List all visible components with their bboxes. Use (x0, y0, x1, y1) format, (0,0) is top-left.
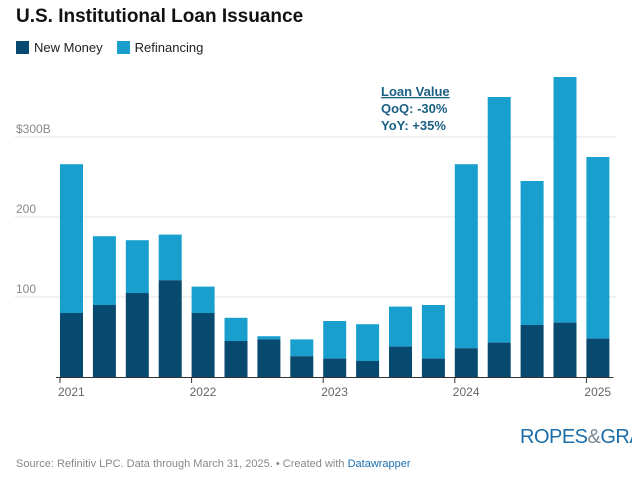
bar-refinancing (487, 97, 511, 343)
legend: New Money Refinancing (16, 40, 203, 55)
x-tick-label: 2021 (58, 385, 85, 399)
bar-refinancing (158, 234, 182, 281)
annotation-qoq: QoQ: -30% (381, 101, 448, 116)
legend-item-new-money: New Money (16, 40, 103, 55)
bar-new-money (92, 305, 116, 377)
ropes-gray-logo: ROPES&GRAY (520, 426, 632, 448)
bar-new-money (520, 325, 544, 377)
bar-new-money (323, 358, 347, 377)
bar-new-money (191, 313, 215, 377)
loan-value-annotation: Loan Value QoQ: -30% YoY: +35% (381, 84, 450, 133)
bar-refinancing (520, 181, 544, 325)
bar-refinancing (125, 240, 149, 293)
chart-title: U.S. Institutional Loan Issuance (16, 6, 304, 27)
bar-refinancing (454, 164, 478, 349)
bar-new-money (224, 341, 248, 377)
x-tick-label: 2023 (321, 385, 348, 399)
bar-new-money (125, 293, 149, 377)
annotation-heading: Loan Value (381, 84, 450, 99)
x-tick-label: 2025 (584, 385, 611, 399)
bar-refinancing (92, 236, 116, 305)
bar-new-money (487, 342, 511, 377)
bar-new-money (553, 322, 577, 377)
x-tick-label: 2024 (453, 385, 480, 399)
bar-refinancing (421, 305, 445, 359)
bar-new-money (290, 356, 314, 377)
bar-new-money (257, 339, 281, 377)
bar-refinancing (224, 317, 248, 341)
bar-refinancing (290, 339, 314, 357)
bar-new-money (421, 358, 445, 377)
legend-item-refinancing: Refinancing (116, 40, 204, 55)
annotation-yoy: YoY: +35% (381, 118, 446, 133)
bar-refinancing (356, 324, 380, 361)
bar-refinancing (323, 321, 347, 359)
y-tick-label: 100 (16, 282, 36, 296)
bar-refinancing (389, 306, 412, 347)
bar-refinancing (60, 164, 83, 313)
x-tick-label: 2022 (190, 385, 217, 399)
bar-refinancing (553, 77, 577, 323)
bar-new-money (389, 346, 412, 377)
legend-swatch-refinancing (116, 41, 130, 54)
footer: Source: Refinitiv LPC. Data through Marc… (16, 458, 411, 470)
legend-label-refinancing: Refinancing (134, 40, 204, 55)
bar-new-money (454, 348, 478, 377)
source-note: Source: Refinitiv LPC. Data through Marc… (16, 458, 348, 470)
bar-new-money (586, 338, 610, 377)
bar-new-money (60, 313, 83, 377)
y-tick-label: 200 (16, 202, 36, 216)
bar-refinancing (191, 286, 215, 313)
bar-refinancing (586, 157, 610, 339)
bar-new-money (158, 280, 182, 377)
datawrapper-link[interactable]: Datawrapper (347, 458, 411, 470)
legend-label-new-money: New Money (34, 40, 103, 55)
legend-swatch-new-money (16, 41, 29, 54)
bar-new-money (356, 361, 380, 377)
y-tick-label: $300B (16, 122, 51, 136)
bar-refinancing (257, 336, 281, 340)
